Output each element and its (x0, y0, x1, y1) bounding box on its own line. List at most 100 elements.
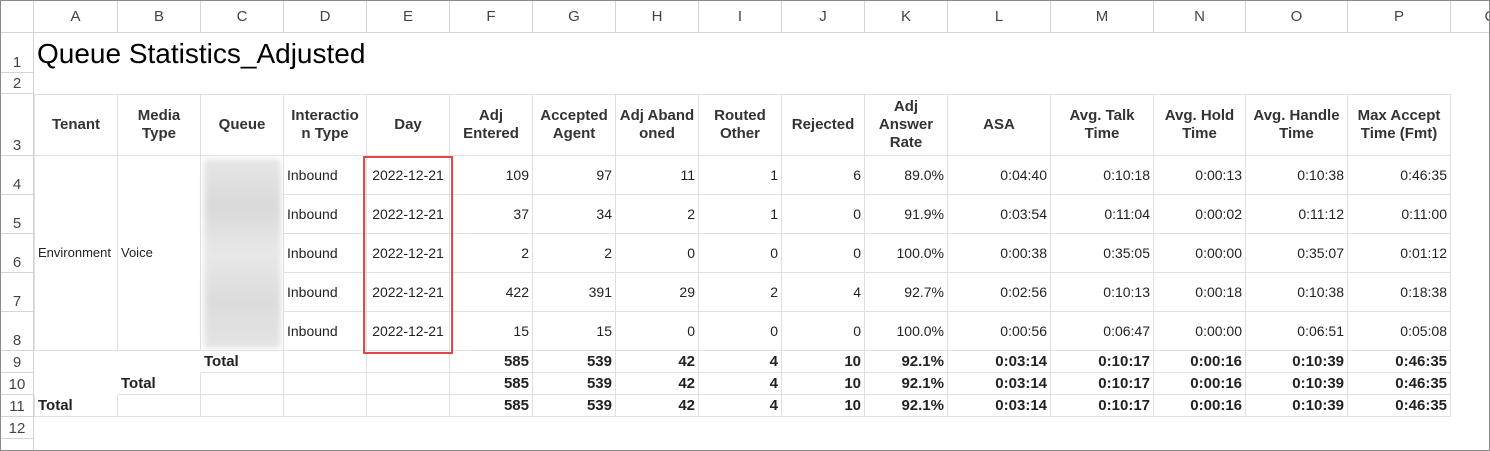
column-header: J (782, 1, 865, 33)
empty-cell (284, 373, 367, 395)
data-cell: 0:00:56 (948, 312, 1051, 351)
row-header: 11 (1, 395, 34, 417)
total-value: 539 (533, 373, 616, 395)
column-header: I (699, 1, 782, 33)
column-header: C (201, 1, 284, 33)
total-value: 4 (699, 373, 782, 395)
total-value: 0:46:35 (1348, 351, 1451, 373)
blurred-queue (204, 159, 281, 348)
data-cell: 2 (616, 195, 699, 234)
row-header: 4 (1, 156, 34, 195)
total-value: 0:46:35 (1348, 395, 1451, 417)
total-value: 10 (782, 351, 865, 373)
data-cell: 0:02:56 (948, 273, 1051, 312)
data-cell: 1 (699, 195, 782, 234)
empty-cell (367, 395, 450, 417)
row-header-blank (1, 439, 34, 450)
table-header: ASA (948, 94, 1051, 156)
data-cell: 4 (782, 273, 865, 312)
data-cell: 0:01:12 (1348, 234, 1451, 273)
empty-cell (201, 373, 284, 395)
table-header: Routed Other (699, 94, 782, 156)
data-cell: 1 (699, 156, 782, 195)
table-header: Avg. Handle Time (1246, 94, 1348, 156)
queue-cell (201, 156, 284, 351)
data-cell: 100.0% (865, 234, 948, 273)
data-cell: 0:00:02 (1154, 195, 1246, 234)
data-cell: Inbound (284, 312, 367, 351)
data-cell: 0:00:38 (948, 234, 1051, 273)
row-header: 6 (1, 234, 34, 273)
row-header: 10 (1, 373, 34, 395)
total-value: 4 (699, 395, 782, 417)
data-cell: 100.0% (865, 312, 948, 351)
total-value: 0:00:16 (1154, 351, 1246, 373)
table-header: Day (367, 94, 450, 156)
table-header: Interaction Type (284, 94, 367, 156)
total-value: 585 (450, 351, 533, 373)
row-header: 12 (1, 417, 34, 439)
total-value: 10 (782, 395, 865, 417)
data-cell: Inbound (284, 273, 367, 312)
row-header: 7 (1, 273, 34, 312)
data-cell: 37 (450, 195, 533, 234)
data-cell: 0:10:38 (1246, 156, 1348, 195)
column-header: P (1348, 1, 1451, 33)
total-value: 92.1% (865, 351, 948, 373)
data-cell: 0:11:04 (1051, 195, 1154, 234)
column-header: K (865, 1, 948, 33)
total-label: Total (201, 351, 284, 373)
data-cell: 0 (699, 312, 782, 351)
data-cell: 2022-12-21 (367, 234, 450, 273)
total-label: Total (34, 395, 118, 417)
data-cell: 91.9% (865, 195, 948, 234)
total-value: 92.1% (865, 395, 948, 417)
data-cell: 2022-12-21 (367, 312, 450, 351)
empty-cell (284, 395, 367, 417)
column-header: N (1154, 1, 1246, 33)
column-header: Q (1451, 1, 1489, 33)
total-value: 0:10:17 (1051, 351, 1154, 373)
data-cell: 0:46:35 (1348, 156, 1451, 195)
empty-cell (367, 373, 450, 395)
total-value: 0:10:17 (1051, 395, 1154, 417)
table-header: Tenant (34, 94, 118, 156)
column-header: B (118, 1, 201, 33)
total-value: 42 (616, 373, 699, 395)
row-header: 5 (1, 195, 34, 234)
total-value: 0:03:14 (948, 395, 1051, 417)
data-cell: 0:04:40 (948, 156, 1051, 195)
data-cell: 0 (782, 234, 865, 273)
data-cell: 11 (616, 156, 699, 195)
total-value: 0:10:39 (1246, 373, 1348, 395)
data-cell: 0:11:00 (1348, 195, 1451, 234)
data-cell: 0:10:13 (1051, 273, 1154, 312)
data-cell: 2022-12-21 (367, 195, 450, 234)
column-header: H (616, 1, 699, 33)
sheet-title: Queue Statistics_Adjusted (37, 38, 366, 70)
total-value: 0:03:14 (948, 373, 1051, 395)
total-value: 0:46:35 (1348, 373, 1451, 395)
media-type-cell: Voice (118, 156, 201, 351)
table-header: Max Accept Time (Fmt) (1348, 94, 1451, 156)
total-value: 0:00:16 (1154, 395, 1246, 417)
column-header: A (34, 1, 118, 33)
total-value: 539 (533, 395, 616, 417)
data-cell: 89.0% (865, 156, 948, 195)
total-value: 585 (450, 373, 533, 395)
table-header: Accepted Agent (533, 94, 616, 156)
data-cell: 0:18:38 (1348, 273, 1451, 312)
row-header: 3 (1, 94, 34, 156)
column-header: O (1246, 1, 1348, 33)
data-cell: 422 (450, 273, 533, 312)
data-cell: 2022-12-21 (367, 156, 450, 195)
data-cell: 2 (533, 234, 616, 273)
highlight-box (363, 156, 453, 354)
row-header: 8 (1, 312, 34, 351)
data-cell: 391 (533, 273, 616, 312)
column-header: E (367, 1, 450, 33)
data-cell: 34 (533, 195, 616, 234)
data-cell: 29 (616, 273, 699, 312)
data-cell: 0:00:13 (1154, 156, 1246, 195)
